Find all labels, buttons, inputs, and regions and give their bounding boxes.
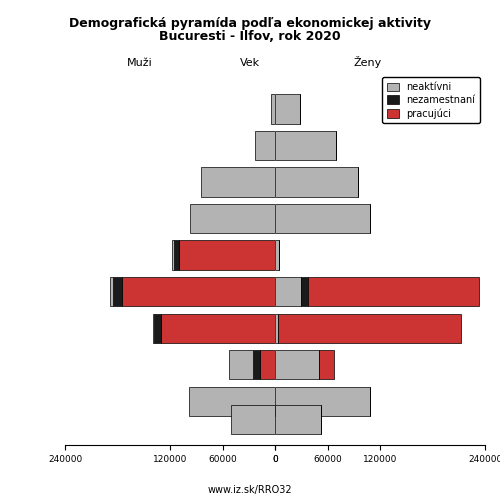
Bar — [270, 94, 275, 124]
Bar — [172, 240, 174, 270]
Text: 75: 75 — [275, 140, 290, 150]
Bar — [260, 350, 275, 380]
Bar — [200, 168, 275, 196]
Bar — [275, 405, 320, 434]
Bar — [308, 277, 479, 306]
Bar — [319, 350, 334, 380]
Text: Vek: Vek — [240, 58, 260, 68]
Bar — [275, 277, 301, 306]
Bar — [278, 314, 462, 342]
Bar — [253, 350, 260, 380]
Legend: neaktívni, nezamestnaní, pracujúci: neaktívni, nezamestnaní, pracujúci — [382, 78, 480, 124]
Bar — [161, 314, 275, 342]
Bar — [189, 386, 275, 416]
Text: 65: 65 — [275, 177, 290, 187]
Text: www.iz.sk/RRO32: www.iz.sk/RRO32 — [208, 485, 292, 495]
Text: 85: 85 — [275, 104, 290, 114]
Bar — [122, 277, 275, 306]
Bar — [152, 314, 154, 342]
Bar — [174, 240, 179, 270]
Bar — [110, 277, 113, 306]
Text: 25: 25 — [275, 323, 290, 333]
Bar — [231, 405, 275, 434]
Text: 5: 5 — [275, 396, 284, 406]
Bar — [154, 314, 161, 342]
Bar — [190, 204, 275, 233]
Bar — [275, 314, 278, 342]
Bar — [275, 350, 319, 380]
Text: 0: 0 — [275, 414, 284, 424]
Bar — [275, 168, 358, 196]
Bar — [275, 386, 370, 416]
Text: 35: 35 — [275, 286, 290, 296]
Bar — [275, 240, 280, 270]
Text: Ženy: Ženy — [354, 56, 382, 68]
Bar — [228, 350, 253, 380]
Bar — [301, 277, 308, 306]
Text: 55: 55 — [275, 214, 290, 224]
Text: Bucuresti - Ilfov, rok 2020: Bucuresti - Ilfov, rok 2020 — [159, 30, 341, 43]
Bar — [113, 277, 122, 306]
Bar — [275, 94, 299, 124]
Text: Demografická pyramída podľa ekonomickej aktivity: Demografická pyramída podľa ekonomickej … — [69, 18, 431, 30]
Text: 15: 15 — [275, 360, 290, 370]
Bar — [275, 131, 336, 160]
Text: 45: 45 — [275, 250, 290, 260]
Text: Muži: Muži — [127, 58, 153, 68]
Bar — [179, 240, 275, 270]
Bar — [255, 131, 275, 160]
Bar — [275, 204, 370, 233]
